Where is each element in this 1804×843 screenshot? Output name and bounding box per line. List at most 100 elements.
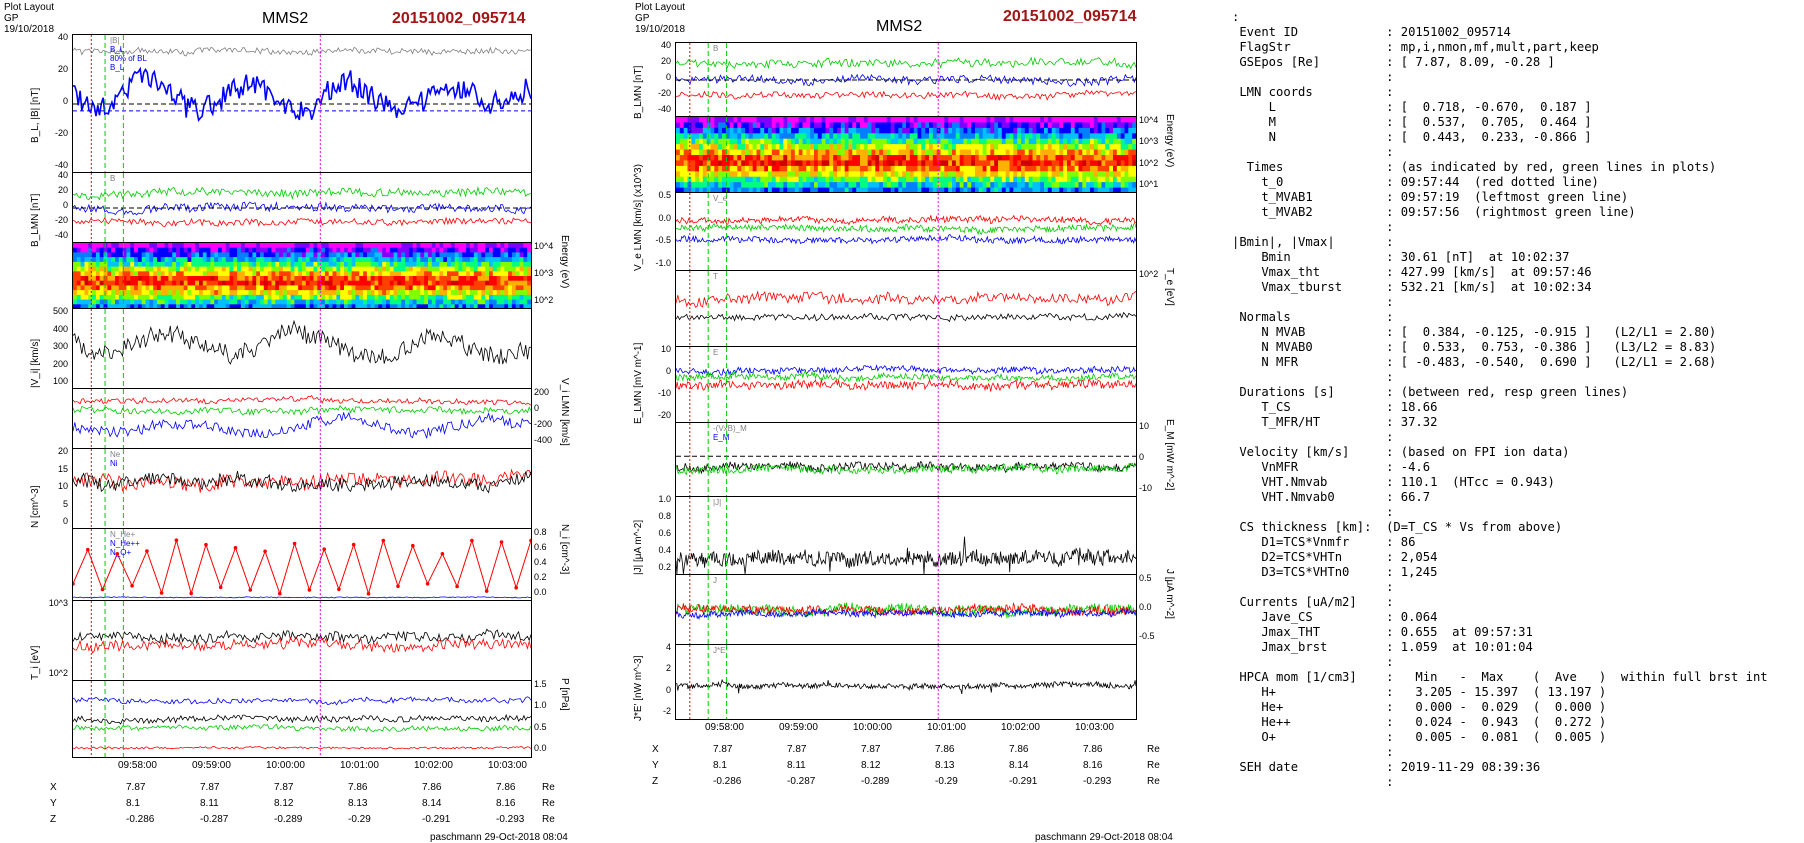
left-spectrogram-cell [469, 243, 475, 249]
middle-spectrogram-cell [925, 117, 930, 123]
left-panel-2-ytick: -20 [54, 215, 68, 225]
left-spectrogram-cell [454, 285, 460, 291]
left-spectrogram-cell [439, 252, 444, 258]
middle-spectrogram-cell [936, 117, 942, 123]
left-spectrogram-cell [481, 290, 486, 296]
middle-spectrogram-cell [821, 138, 827, 145]
Pe-line [73, 745, 531, 750]
left-panel-7-legend: N_O+ [110, 548, 132, 557]
middle-spectrogram-cell [1036, 155, 1041, 161]
middle-spectrogram-cell [967, 182, 972, 189]
middle-spectrogram-cell [752, 127, 758, 134]
left-spectrogram-cell [382, 271, 387, 277]
middle-spectrogram-cell [963, 165, 968, 172]
middle-spectrogram-cell [798, 155, 804, 161]
left-spectrogram-cell [324, 276, 330, 282]
left-spectrogram-cell [137, 243, 143, 249]
middle-spectrogram-cell [814, 182, 819, 189]
left-spectrogram-cell [336, 299, 341, 305]
left-spectrogram-cell [515, 261, 521, 268]
left-spectrogram-cell [462, 294, 467, 301]
middle-spectrogram-cell [1105, 155, 1110, 161]
middle-spectrogram-cell [1128, 182, 1133, 189]
middle-spectrogram-cell [894, 133, 899, 140]
middle-spectrogram-cell [695, 149, 700, 156]
left-spectrogram-cell [252, 266, 257, 272]
Pi-line [73, 696, 531, 706]
left-panel-1-ytick: 0 [62, 96, 68, 106]
left-spectrogram-cell [492, 294, 498, 301]
left-spectrogram-cell [321, 276, 326, 282]
middle-spectrogram-cell [748, 187, 754, 193]
middle-spectrogram-cell [837, 160, 842, 167]
middle-spectrogram-cell [856, 122, 861, 129]
left-spectrogram-cell [267, 247, 273, 253]
left-spectrogram-cell [218, 271, 223, 277]
middle-spectrogram-cell [1055, 117, 1060, 123]
left-spectrogram-cell [256, 266, 261, 272]
left-spectrogram-cell [317, 257, 322, 263]
left-spectrogram-cell [313, 252, 318, 258]
middle-spectrogram-cell [1028, 171, 1034, 178]
middle-spectrogram-cell [1005, 138, 1011, 145]
middle-spectrogram-cell [691, 133, 696, 140]
middle-spectrogram-cell [978, 187, 984, 193]
left-spectrogram-cell [443, 304, 448, 309]
middle-spectrogram-cell [909, 160, 915, 167]
NHepp-point [204, 542, 208, 547]
left-spectrogram-cell [95, 290, 101, 296]
left-spectrogram-cell [370, 266, 376, 272]
middle-spectrogram-cell [1013, 187, 1018, 193]
left-spectrogram-cell [489, 294, 494, 301]
middle-spectrogram-cell [879, 127, 884, 134]
middle-spectrogram-cell [840, 165, 846, 172]
JM-line [676, 602, 1136, 619]
middle-spectrogram-cell [863, 122, 869, 129]
middle-spectrogram-cell [971, 160, 976, 167]
middle-spectrogram-cell [982, 171, 988, 178]
left-spectrogram-cell [199, 252, 204, 258]
middle-spectrogram-cell [1101, 165, 1106, 172]
middle-spectrogram-cell [890, 117, 896, 123]
left-spectrogram-cell [496, 261, 502, 268]
left-spectrogram-cell [439, 299, 444, 305]
left-spectrogram-cell [492, 304, 498, 309]
left-spectrogram-cell [450, 294, 456, 301]
middle-spectrogram-cell [691, 127, 696, 134]
middle-spectrogram-cell [883, 117, 888, 123]
left-spectrogram-cell [183, 299, 189, 305]
middle-spectrogram-cell [867, 149, 873, 156]
middle-spectrogram-cell [944, 133, 949, 140]
left-spectrogram-cell [458, 266, 463, 272]
left-spectrogram-cell [118, 243, 124, 249]
middle-panel-3-svg [676, 193, 1136, 271]
middle-spectrogram-cell [1078, 155, 1083, 161]
middle-spectrogram-cell [691, 122, 696, 129]
left-spectrogram-cell [363, 294, 368, 301]
left-spectrogram-cell [122, 257, 127, 263]
left-spectrogram-cell [355, 261, 360, 268]
middle-spectrogram-cell [683, 182, 689, 189]
middle-spectrogram-cell [848, 144, 853, 151]
middle-coord-value: -0.289 [861, 776, 890, 787]
left-coord-value: 7.86 [348, 782, 368, 793]
left-spectrogram-cell [519, 247, 524, 253]
left-spectrogram-cell [458, 252, 463, 258]
middle-spectrogram-cell [967, 176, 972, 183]
middle-spectrogram-cell [1017, 144, 1022, 151]
left-spectrogram-cell [111, 294, 116, 301]
middle-spectrogram-cell [1059, 138, 1064, 145]
left-spectrogram-cell [240, 247, 246, 253]
left-spectrogram-cell [157, 276, 162, 282]
middle-spectrogram-cell [994, 122, 999, 129]
left-spectrogram-cell [168, 299, 173, 305]
middle-spectrogram-cell [1032, 144, 1037, 151]
middle-spectrogram-cell [1059, 127, 1064, 134]
left-spectrogram-cell [183, 276, 189, 282]
middle-spectrogram-cell [1001, 127, 1007, 134]
left-spectrogram-cell [282, 243, 288, 249]
middle-spectrogram-cell [1040, 138, 1045, 145]
left-spectrogram-cell [401, 257, 406, 263]
middle-spectrogram-cell [1086, 165, 1091, 172]
middle-spectrogram-cell [1047, 176, 1053, 183]
